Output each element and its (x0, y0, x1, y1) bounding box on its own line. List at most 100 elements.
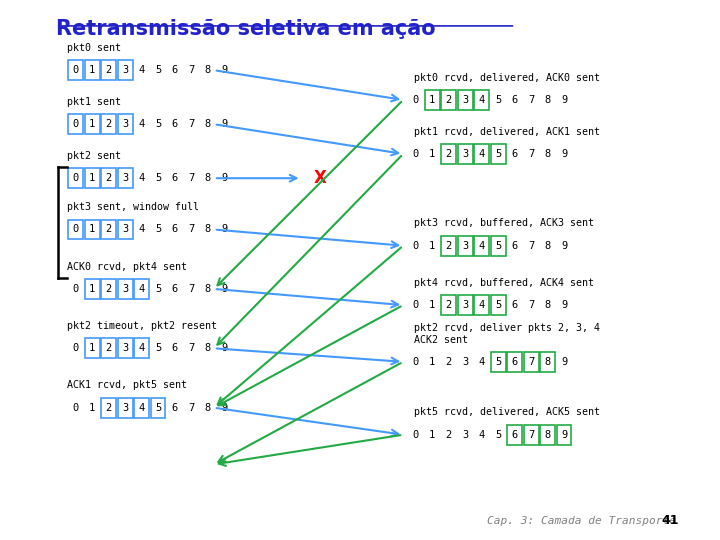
Bar (441, 235, 456, 255)
Text: 1: 1 (429, 241, 436, 251)
Text: 7: 7 (528, 430, 534, 440)
Bar (540, 424, 555, 444)
Text: 7: 7 (188, 284, 194, 294)
Text: 3: 3 (462, 95, 469, 105)
Bar (523, 424, 539, 444)
Bar (425, 90, 440, 110)
Bar (474, 295, 489, 315)
Text: 6: 6 (511, 357, 518, 367)
Text: 1: 1 (429, 95, 436, 105)
Bar (118, 397, 132, 418)
Text: 3: 3 (122, 343, 128, 353)
Text: 2: 2 (446, 357, 452, 367)
Bar (508, 352, 522, 372)
Text: 1: 1 (429, 300, 436, 310)
Text: 3: 3 (122, 284, 128, 294)
Bar (557, 424, 572, 444)
Text: 8: 8 (544, 430, 551, 440)
Text: 1: 1 (89, 284, 95, 294)
Text: pkt2 rcvd, deliver pkts 2, 3, 4: pkt2 rcvd, deliver pkts 2, 3, 4 (414, 322, 600, 333)
Text: 0: 0 (73, 119, 79, 129)
Text: 2: 2 (446, 430, 452, 440)
Text: 9: 9 (221, 65, 227, 75)
Bar (523, 352, 539, 372)
Bar (102, 114, 116, 134)
Text: ACK2 sent: ACK2 sent (414, 334, 468, 345)
Text: Retransmissão seletiva em ação: Retransmissão seletiva em ação (56, 19, 436, 39)
Bar (85, 338, 99, 359)
Text: 6: 6 (511, 149, 518, 159)
Text: 8: 8 (544, 241, 551, 251)
Text: 0: 0 (413, 241, 419, 251)
Text: 7: 7 (528, 149, 534, 159)
Text: 9: 9 (221, 403, 227, 413)
Bar (458, 235, 472, 255)
Text: 7: 7 (188, 65, 194, 75)
Text: 3: 3 (462, 300, 469, 310)
Text: X: X (314, 169, 327, 187)
Bar (474, 90, 489, 110)
Text: 7: 7 (528, 95, 534, 105)
Text: 0: 0 (73, 403, 79, 413)
Bar (118, 279, 132, 299)
Text: 1: 1 (89, 403, 95, 413)
Text: 9: 9 (561, 430, 567, 440)
Bar (68, 168, 83, 188)
Bar (85, 279, 99, 299)
Bar (118, 114, 132, 134)
Text: 0: 0 (413, 95, 419, 105)
Text: 1: 1 (89, 343, 95, 353)
Text: 4: 4 (138, 119, 145, 129)
Text: 8: 8 (544, 95, 551, 105)
Text: 7: 7 (528, 300, 534, 310)
Text: 4: 4 (479, 241, 485, 251)
Bar (150, 397, 166, 418)
Bar (118, 219, 132, 240)
Text: 41: 41 (661, 514, 679, 526)
Text: 2: 2 (106, 65, 112, 75)
Bar (102, 279, 116, 299)
Text: 5: 5 (495, 149, 501, 159)
Bar (68, 114, 83, 134)
Text: 2: 2 (106, 173, 112, 183)
Text: 8: 8 (204, 225, 211, 234)
Text: 4: 4 (138, 225, 145, 234)
Text: pkt3 sent, window full: pkt3 sent, window full (67, 202, 199, 212)
Bar (441, 90, 456, 110)
Text: 8: 8 (204, 284, 211, 294)
Text: 3: 3 (122, 119, 128, 129)
Text: pkt3 rcvd, buffered, ACK3 sent: pkt3 rcvd, buffered, ACK3 sent (414, 218, 594, 228)
Text: 2: 2 (106, 225, 112, 234)
Bar (458, 295, 472, 315)
Text: 8: 8 (544, 357, 551, 367)
Text: 4: 4 (479, 300, 485, 310)
Text: 7: 7 (528, 241, 534, 251)
Bar (540, 352, 555, 372)
Text: 0: 0 (413, 149, 419, 159)
Bar (68, 60, 83, 80)
Text: 8: 8 (204, 173, 211, 183)
Text: 8: 8 (204, 119, 211, 129)
Bar (458, 90, 472, 110)
Bar (458, 144, 472, 164)
Text: 3: 3 (122, 173, 128, 183)
Bar (441, 144, 456, 164)
Bar (85, 219, 99, 240)
Text: 3: 3 (462, 241, 469, 251)
Text: 3: 3 (462, 149, 469, 159)
Text: 2: 2 (446, 241, 452, 251)
Bar (134, 338, 149, 359)
Text: 3: 3 (122, 403, 128, 413)
Text: 6: 6 (171, 225, 178, 234)
Text: 4: 4 (138, 403, 145, 413)
Text: 5: 5 (495, 300, 501, 310)
Text: 9: 9 (221, 284, 227, 294)
Bar (85, 60, 99, 80)
Text: 0: 0 (73, 173, 79, 183)
Text: 5: 5 (495, 95, 501, 105)
Text: 9: 9 (561, 95, 567, 105)
Text: 9: 9 (221, 173, 227, 183)
Text: 5: 5 (495, 430, 501, 440)
Text: 3: 3 (122, 65, 128, 75)
Text: 4: 4 (138, 343, 145, 353)
